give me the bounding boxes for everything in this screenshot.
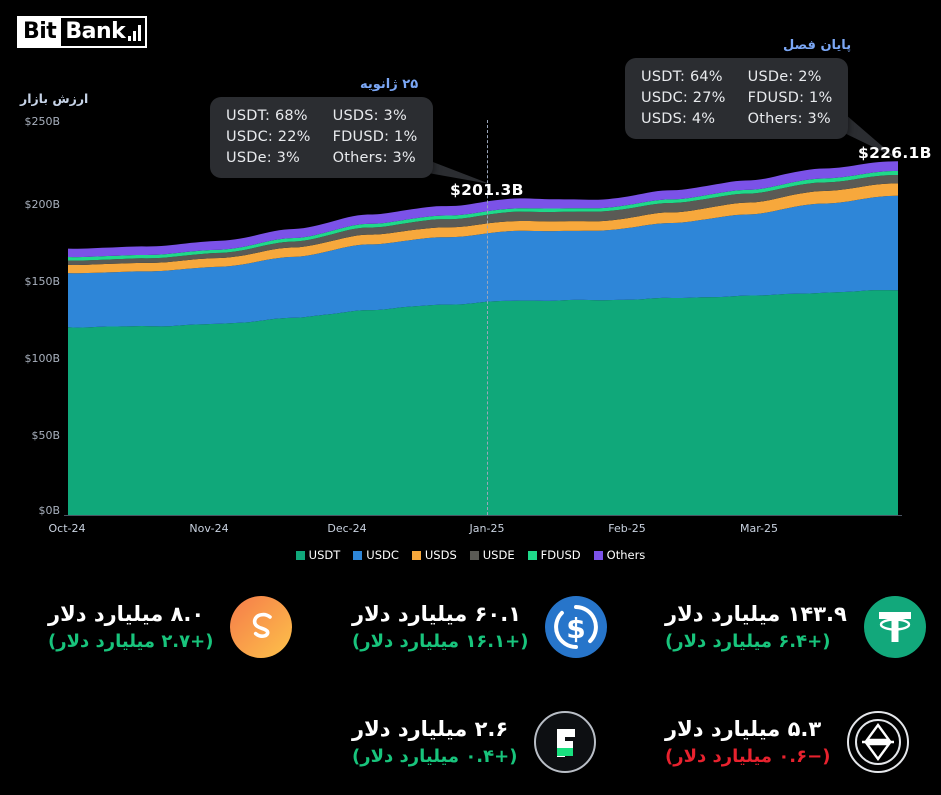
callout-row: FDUSD: 1%: [747, 90, 833, 106]
area-series-usdc: [68, 195, 898, 328]
y-tick-1: $50B: [31, 429, 60, 442]
quarter-end-callout-label: پایان فصل: [783, 38, 852, 53]
legend-item-usdc[interactable]: USDC: [353, 548, 399, 562]
area-series-usds: [68, 183, 898, 274]
callout-row: USDC: 22%: [226, 129, 311, 145]
callout-row: USDe: 2%: [747, 69, 822, 85]
legend-item-usdt[interactable]: USDT: [295, 548, 341, 562]
callout-row: Others: 3%: [747, 111, 831, 127]
brand-logo[interactable]: Bit Bank: [17, 16, 148, 48]
legend-item-usds[interactable]: USDS: [411, 548, 457, 562]
ethena-usde-icon: [846, 710, 910, 774]
callout-row: FDUSD: 1%: [332, 129, 418, 145]
legend-label: USDE: [482, 548, 515, 562]
area-series-usdt: [68, 290, 898, 515]
x-tick-5: Mar-25: [739, 522, 779, 535]
card-text: ۲.۶ میلیارد دلار (+۰.۴ میلیارد دلار): [352, 717, 517, 767]
callout-row: USDC: 27%: [641, 90, 726, 106]
callout-row: USDT: 68%: [226, 108, 308, 124]
legend-item-usde[interactable]: USDE: [469, 548, 515, 562]
card-delta: (+۶.۴ میلیارد دلار): [665, 631, 831, 652]
legend-label: USDC: [366, 548, 399, 562]
bar-chart-icon: [128, 23, 142, 41]
callout-col-right: USDe: 2% FDUSD: 1% Others: 3%: [748, 69, 833, 127]
x-tick-2: Dec-24: [327, 522, 367, 535]
legend-label: USDT: [308, 548, 341, 562]
stacked-area-chart[interactable]: [68, 108, 898, 515]
usde-card[interactable]: ۵.۳ میلیارد دلار (−۰.۶ میلیارد دلار): [665, 710, 910, 774]
chart-legend: USDT USDC USDS USDE FDUSD Others: [0, 548, 941, 562]
legend-swatch-icon: [593, 550, 603, 560]
area-series-fdusd: [68, 170, 898, 261]
card-value: ۲.۶ میلیارد دلار: [352, 717, 509, 741]
brand-logo-bank: Bank: [61, 18, 146, 46]
callout-row: Others: 3%: [332, 150, 416, 166]
callout-row: USDS: 3%: [332, 108, 407, 124]
svg-text:$: $: [567, 612, 586, 645]
card-value: ۶۰.۱ میلیارد دلار: [352, 602, 522, 626]
card-delta: (+۱۶.۱ میلیارد دلار): [352, 631, 529, 652]
legend-item-others[interactable]: Others: [593, 548, 646, 562]
card-value: ۱۴۳.۹ میلیارد دلار: [665, 602, 847, 626]
area-series-usde: [68, 174, 898, 265]
card-text: ۸.۰ میلیارد دلار (+۲.۷ میلیارد دلار): [48, 602, 213, 652]
y-tick-2: $100B: [24, 352, 60, 365]
card-text: ۵.۳ میلیارد دلار (−۰.۶ میلیارد دلار): [665, 717, 830, 767]
legend-swatch-icon: [411, 550, 421, 560]
sky-usds-icon: [229, 595, 293, 659]
fdusd-card[interactable]: ۲.۶ میلیارد دلار (+۰.۴ میلیارد دلار): [352, 710, 597, 774]
quarter-end-value-label: $226.1B: [858, 144, 932, 162]
legend-label: Others: [606, 548, 646, 562]
callout-col-left: USDT: 68% USDC: 22% USDe: 3%: [226, 108, 311, 166]
y-tick-4: $200B: [24, 198, 60, 211]
callout-row: USDe: 3%: [226, 150, 301, 166]
card-delta: (+۰.۴ میلیارد دلار): [352, 746, 518, 767]
x-axis-line: [64, 515, 902, 516]
callout-row: USDS: 4%: [641, 111, 716, 127]
legend-swatch-icon: [527, 550, 537, 560]
y-tick-3: $150B: [24, 275, 60, 288]
legend-swatch-icon: [353, 550, 363, 560]
card-delta: (−۰.۶ میلیارد دلار): [665, 746, 831, 767]
y-tick-5: $250B: [24, 115, 60, 128]
chart-svg: [68, 161, 898, 515]
callout-col-right: USDS: 3% FDUSD: 1% Others: 3%: [333, 108, 418, 166]
callout-row: USDT: 64%: [641, 69, 723, 85]
x-tick-1: Nov-24: [189, 522, 229, 535]
area-series-others: [68, 161, 898, 258]
usds-card[interactable]: ۸.۰ میلیارد دلار (+۲.۷ میلیارد دلار): [48, 595, 293, 659]
usdt-card[interactable]: ۱۴۳.۹ میلیارد دلار (+۶.۴ میلیارد دلار): [665, 595, 927, 659]
callout-col-left: USDT: 64% USDC: 27% USDS: 4%: [641, 69, 726, 127]
legend-swatch-icon: [295, 550, 305, 560]
card-value: ۸.۰ میلیارد دلار: [48, 602, 205, 626]
x-tick-4: Feb-25: [608, 522, 646, 535]
card-text: ۶۰.۱ میلیارد دلار (+۱۶.۱ میلیارد دلار): [352, 602, 528, 652]
x-tick-3: Jan-25: [469, 522, 505, 535]
usdc-card[interactable]: $ ۶۰.۱ میلیارد دلار (+۱۶.۱ میلیارد دلار): [352, 595, 608, 659]
jan-25-callout-tooltip[interactable]: USDT: 68% USDC: 22% USDe: 3% USDS: 3% FD…: [210, 97, 434, 178]
y-tick-0: $0B: [38, 504, 60, 517]
jan-25-marker-line: [487, 120, 488, 515]
legend-label: USDS: [424, 548, 457, 562]
card-value: ۵.۳ میلیارد دلار: [665, 717, 822, 741]
card-delta: (+۲.۷ میلیارد دلار): [48, 631, 214, 652]
jan-25-value-label: $201.3B: [450, 181, 524, 199]
first-digital-usd-icon: [533, 710, 597, 774]
quarter-end-callout-tooltip[interactable]: USDT: 64% USDC: 27% USDS: 4% USDe: 2% FD…: [625, 58, 849, 139]
y-axis-title: ارزش بازار: [20, 91, 89, 106]
tether-icon: [863, 595, 927, 659]
legend-label: FDUSD: [540, 548, 581, 562]
x-tick-0: Oct-24: [48, 522, 86, 535]
jan-25-callout-label: ۲۵ ژانویه: [360, 77, 419, 92]
brand-logo-bit: Bit: [19, 18, 62, 46]
legend-item-fdusd[interactable]: FDUSD: [527, 548, 581, 562]
usd-coin-icon: $: [544, 595, 608, 659]
legend-swatch-icon: [469, 550, 479, 560]
card-text: ۱۴۳.۹ میلیارد دلار (+۶.۴ میلیارد دلار): [665, 602, 847, 652]
